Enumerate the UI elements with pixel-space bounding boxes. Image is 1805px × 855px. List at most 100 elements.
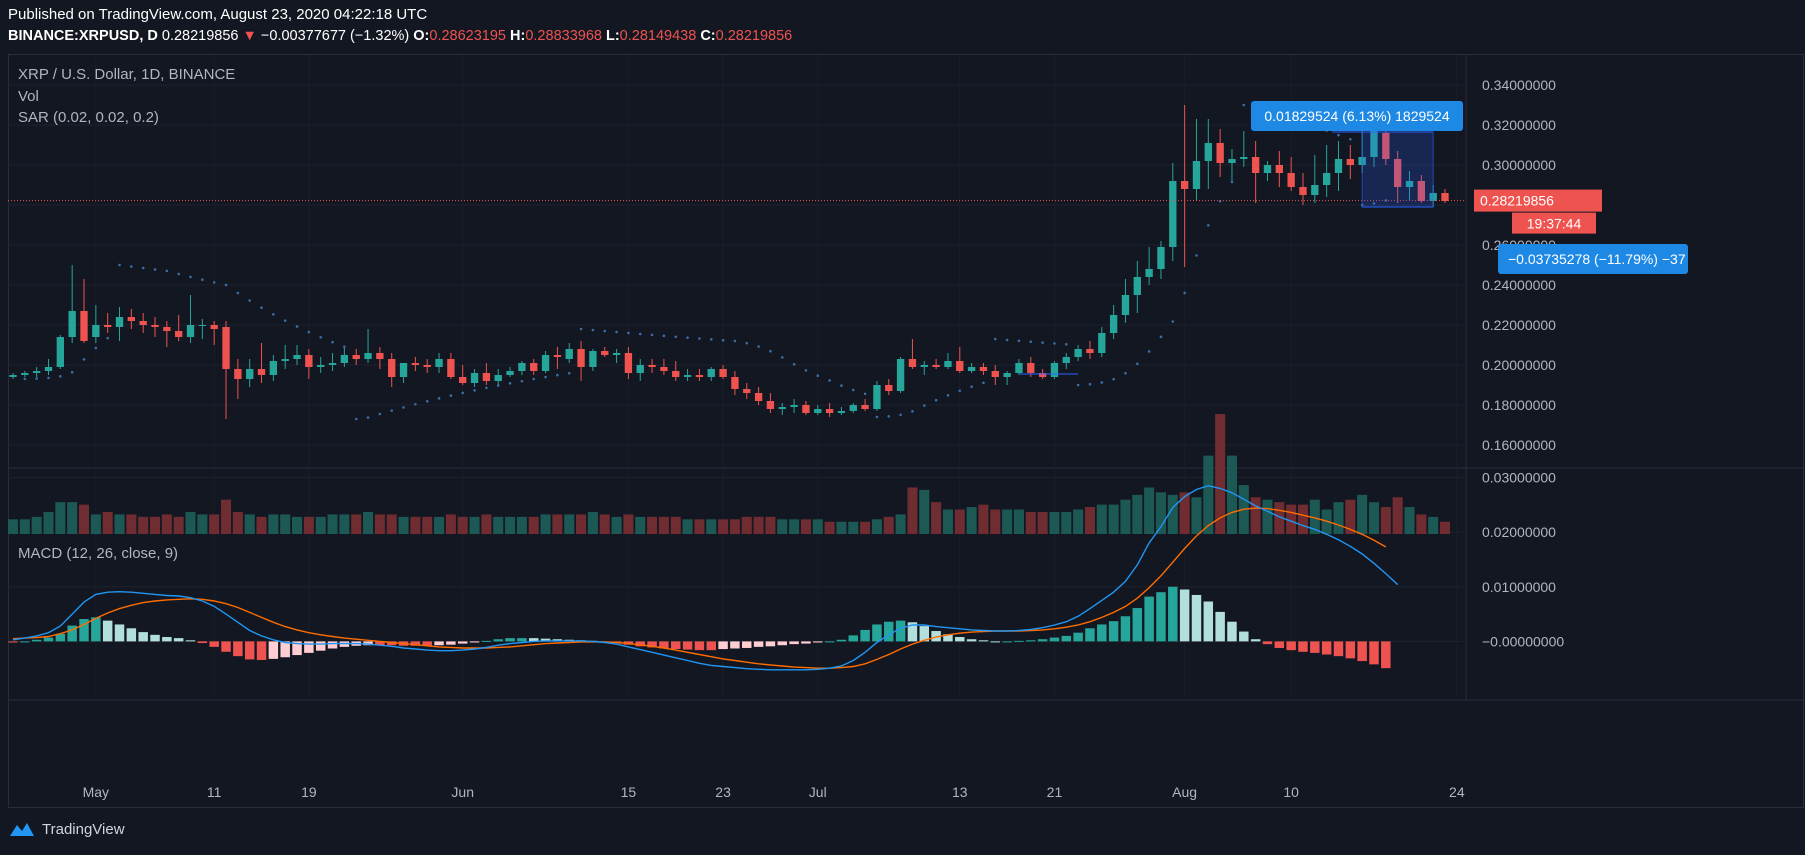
sar-dot [520, 379, 524, 383]
sar-dot [1230, 180, 1234, 184]
macd-histogram-bar [742, 641, 752, 648]
macd-histogram-bar [955, 637, 965, 642]
macd-histogram-bar [1239, 631, 1249, 642]
candle-body [459, 377, 467, 383]
candle-body [56, 337, 65, 367]
candle-body [9, 375, 17, 377]
volume-bar [126, 514, 137, 534]
macd-histogram-bar [517, 638, 527, 642]
candle-body [873, 385, 881, 409]
sar-dot [721, 338, 725, 342]
macd-histogram-bar [836, 639, 847, 642]
candle-body [352, 355, 360, 359]
candle-body [979, 367, 988, 371]
volume-bar [67, 502, 78, 534]
candle-body [423, 365, 431, 367]
macd-histogram-bar [1357, 641, 1367, 662]
sar-dot [544, 375, 547, 379]
volume-bar [386, 514, 397, 534]
macd-histogram-bar [114, 624, 125, 642]
legend-vol[interactable]: Vol [18, 88, 39, 105]
volume-bar [1073, 509, 1084, 534]
sar-dot [1064, 342, 1068, 346]
candle-body [470, 373, 479, 383]
macd-histogram-bar [659, 641, 669, 649]
macd-histogram-bar [1321, 641, 1332, 655]
macd-histogram-bar [884, 621, 894, 642]
volume-bar [1025, 511, 1036, 534]
candle-body [328, 363, 337, 365]
macd-histogram-bar [1061, 635, 1072, 642]
sar-dot [1029, 340, 1033, 344]
candle-body [198, 325, 207, 326]
candle-body [1417, 181, 1425, 201]
candle-body [778, 407, 786, 409]
volume-bar [789, 519, 800, 534]
macd-histogram-bar [150, 634, 160, 642]
candle-body [1405, 181, 1414, 187]
macd-histogram-bar [1310, 641, 1320, 653]
symbol-name[interactable]: BINANCE:XRPUSD, D [8, 28, 158, 44]
sar-dot [508, 381, 512, 385]
sar-dot [780, 356, 784, 359]
sar-dot [851, 388, 855, 392]
macd-histogram-bar [1026, 640, 1036, 642]
candle-body [1216, 143, 1224, 163]
volume-bar [197, 514, 208, 534]
legend-sar[interactable]: SAR (0.02, 0.02, 0.2) [18, 109, 159, 126]
candle-body [541, 355, 550, 371]
volume-bar [1309, 499, 1320, 534]
sar-dot [94, 346, 98, 350]
sar-dot [295, 325, 299, 328]
candle-body [1322, 173, 1331, 185]
volume-bar [149, 516, 161, 534]
legend-macd[interactable]: MACD (12, 26, close, 9) [18, 545, 179, 562]
candle-body [127, 317, 136, 321]
candle-body [234, 369, 242, 379]
sar-dot [236, 291, 240, 295]
sar-dot [662, 334, 666, 338]
sar-dot [1171, 320, 1175, 323]
macd-histogram-bar [1132, 608, 1143, 642]
sar-dot [390, 409, 394, 412]
candle-body [1204, 143, 1212, 161]
candle-body [944, 361, 952, 367]
candle-body [44, 367, 53, 371]
macd-histogram-bar [860, 629, 870, 642]
candle-body [1109, 315, 1118, 333]
legend-title[interactable]: XRP / U.S. Dollar, 1D, BINANCE [18, 66, 236, 83]
macd-histogram-bar [8, 641, 18, 643]
volume-bar [516, 516, 527, 534]
sar-dot [627, 331, 630, 335]
volume-bar [138, 516, 149, 534]
macd-tick-label: −0.00000000 [1482, 633, 1564, 649]
candle-body [577, 349, 585, 367]
sar-dot [106, 336, 109, 340]
footer-brand[interactable]: TradingView [8, 820, 125, 838]
candle-body [399, 363, 408, 377]
price-tick-label: 0.24000000 [1482, 277, 1556, 293]
candle-body [1228, 159, 1236, 163]
candle-body [1263, 165, 1272, 173]
volume-bar [812, 519, 823, 534]
volume-bar [445, 514, 456, 534]
volume-bar [1345, 499, 1356, 534]
volume-bar [398, 516, 409, 534]
sar-dot [638, 332, 642, 336]
candle-body [837, 411, 846, 413]
macd-histogram-bar [1381, 641, 1391, 669]
time-tick-label: 19 [301, 784, 317, 800]
sar-dot [970, 385, 973, 388]
candle-body [246, 369, 254, 379]
sar-dot [1088, 382, 1092, 386]
sar-dot [141, 266, 145, 270]
macd-histogram-bar [1274, 641, 1285, 648]
sar-dot [733, 339, 737, 343]
candle-body [506, 371, 514, 375]
macd-tick-label: 0.02000000 [1482, 524, 1556, 540]
candle-body [494, 375, 502, 381]
sar-dot [283, 319, 287, 322]
sar-dot [603, 329, 607, 333]
candle-body [482, 373, 491, 381]
